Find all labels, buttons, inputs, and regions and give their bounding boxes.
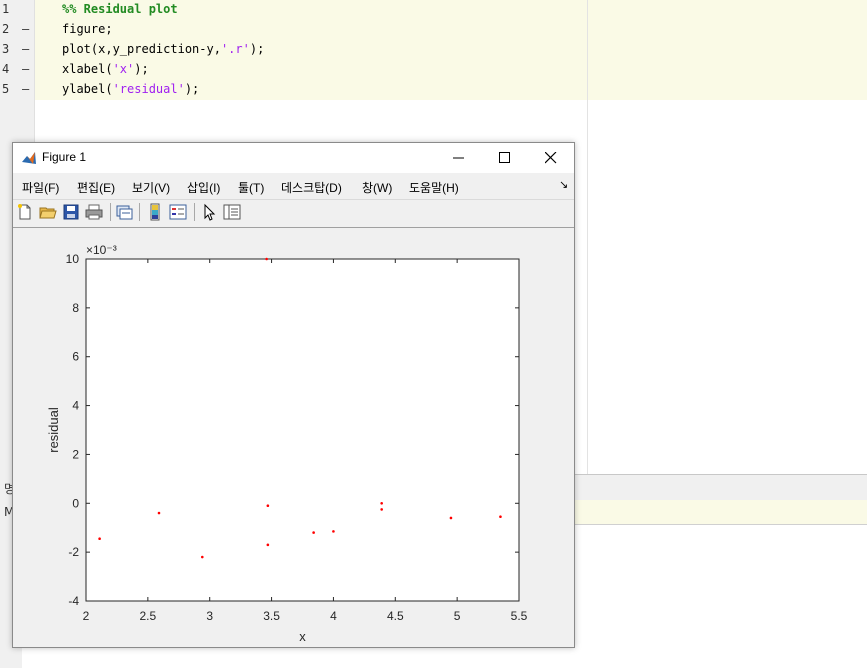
close-icon xyxy=(545,152,557,164)
line-number: 3 xyxy=(2,42,10,56)
code-line-2[interactable]: figure; xyxy=(62,22,113,36)
x-tick-labels: 2 2.5 3 3.5 4 4.5 5 5.5 xyxy=(83,609,528,623)
new-file-icon[interactable] xyxy=(16,203,34,221)
figure-titlebar[interactable] xyxy=(13,143,574,173)
open-folder-icon[interactable] xyxy=(39,203,57,221)
minimize-icon xyxy=(453,157,464,159)
dock-banner-glyph: M xyxy=(4,505,15,519)
breakpoint-dash[interactable]: – xyxy=(22,62,30,76)
x-tick-label: 2 xyxy=(83,609,90,623)
x-tick-label: 3 xyxy=(206,609,213,623)
x-tick-label: 5 xyxy=(454,609,461,623)
axes-area[interactable] xyxy=(85,258,520,602)
y-tick-label: -2 xyxy=(68,545,79,559)
y-tick-label: 2 xyxy=(72,447,79,461)
menu-view[interactable]: 보기(V) xyxy=(132,181,171,195)
y-axis-label: residual xyxy=(46,407,61,453)
y-tick-label: 6 xyxy=(72,350,79,364)
data-point xyxy=(312,531,315,534)
code-text: ); xyxy=(249,42,265,56)
minimize-button[interactable] xyxy=(436,143,482,173)
property-inspector-icon[interactable] xyxy=(223,203,241,221)
matlab-logo-icon xyxy=(21,150,37,166)
code-text: xlabel( xyxy=(62,62,113,76)
scatter-series xyxy=(98,257,502,559)
save-icon[interactable] xyxy=(62,203,80,221)
data-point xyxy=(157,511,161,515)
x-tick-label: 5.5 xyxy=(511,609,528,623)
plot-canvas[interactable]: 2 2.5 3 3.5 4 4.5 5 5.5 -4 -2 0 2 4 6 8 10 ×10⁻³ x res… xyxy=(13,227,574,647)
insert-colorbar-icon[interactable] xyxy=(146,203,164,221)
code-line-4[interactable]: xlabel('x'); xyxy=(62,62,149,76)
code-text: plot(x,y_prediction-y, xyxy=(62,42,221,56)
y-tick-label: -4 xyxy=(68,594,79,608)
toolbar-separator xyxy=(110,203,111,221)
data-point xyxy=(332,530,335,533)
code-line-5[interactable]: ylabel('residual'); xyxy=(62,82,199,96)
figure-window[interactable]: Figure 1 파일(F) 편집(E) 보기(V) 삽입(I) 툴(T) 데스… xyxy=(12,142,575,648)
code-text: ); xyxy=(184,82,200,96)
breakpoint-dash[interactable]: – xyxy=(22,82,30,96)
figure-title: Figure 1 xyxy=(42,150,87,164)
data-point xyxy=(499,515,502,519)
editor-right-margin xyxy=(587,0,588,478)
x-tick-label: 4 xyxy=(330,609,337,623)
code-string: 'x' xyxy=(112,62,135,76)
insert-legend-icon[interactable] xyxy=(169,203,187,221)
y-exponent-label: ×10⁻³ xyxy=(86,243,117,257)
line-number: 5 xyxy=(2,82,10,96)
code-text: ylabel( xyxy=(62,82,113,96)
breakpoint-dash[interactable]: – xyxy=(22,22,30,36)
line-number: 4 xyxy=(2,62,10,76)
figure-menubar xyxy=(13,173,574,198)
menu-insert[interactable]: 삽입(I) xyxy=(187,181,221,195)
data-point xyxy=(265,257,268,261)
pointer-arrow-icon[interactable] xyxy=(201,203,219,221)
dock-title-glyph: 명 xyxy=(4,482,16,496)
menu-overflow-icon[interactable]: ↘ xyxy=(559,178,569,191)
toolbar-separator xyxy=(194,203,195,221)
data-point xyxy=(98,537,101,541)
code-string: '.r' xyxy=(220,42,250,56)
y-tick-label: 0 xyxy=(72,496,79,510)
menu-desktop[interactable]: 데스크탑(D) xyxy=(281,181,342,195)
data-point xyxy=(449,516,453,520)
maximize-button[interactable] xyxy=(482,143,528,173)
data-point xyxy=(266,543,270,547)
menu-edit[interactable]: 편집(E) xyxy=(77,181,116,195)
data-point xyxy=(200,555,204,559)
maximize-icon xyxy=(499,152,510,163)
line-number: 2 xyxy=(2,22,10,36)
close-button[interactable] xyxy=(528,143,574,173)
code-cell-highlight xyxy=(35,0,867,100)
code-string: 'residual' xyxy=(112,82,185,96)
x-tick-label: 2.5 xyxy=(140,609,157,623)
x-tick-label: 3.5 xyxy=(263,609,280,623)
menu-window[interactable]: 창(W) xyxy=(362,181,393,195)
x-tick-label: 4.5 xyxy=(387,609,404,623)
menu-file[interactable]: 파일(F) xyxy=(22,181,60,195)
data-point xyxy=(380,508,383,511)
y-tick-labels: -4 -2 0 2 4 6 8 10 xyxy=(66,252,80,608)
menu-help[interactable]: 도움말(H) xyxy=(409,181,459,195)
axis-ticks xyxy=(85,258,520,602)
print-icon[interactable] xyxy=(85,203,103,221)
figure-toolbar xyxy=(13,199,574,228)
line-number: 1 xyxy=(2,2,10,16)
y-tick-label: 4 xyxy=(72,399,79,413)
code-line-1[interactable]: %% Residual plot xyxy=(62,2,178,16)
menu-tools[interactable]: 툴(T) xyxy=(238,181,265,195)
code-line-3[interactable]: plot(x,y_prediction-y,'.r'); xyxy=(62,42,264,56)
link-plot-icon[interactable] xyxy=(115,203,133,221)
breakpoint-dash[interactable]: – xyxy=(22,42,30,56)
x-axis-label: x xyxy=(299,629,306,644)
code-text: ); xyxy=(134,62,149,76)
data-point xyxy=(380,501,383,505)
data-point xyxy=(266,504,270,508)
y-tick-label: 10 xyxy=(66,252,80,266)
toolbar-separator xyxy=(139,203,140,221)
y-tick-label: 8 xyxy=(72,301,79,315)
